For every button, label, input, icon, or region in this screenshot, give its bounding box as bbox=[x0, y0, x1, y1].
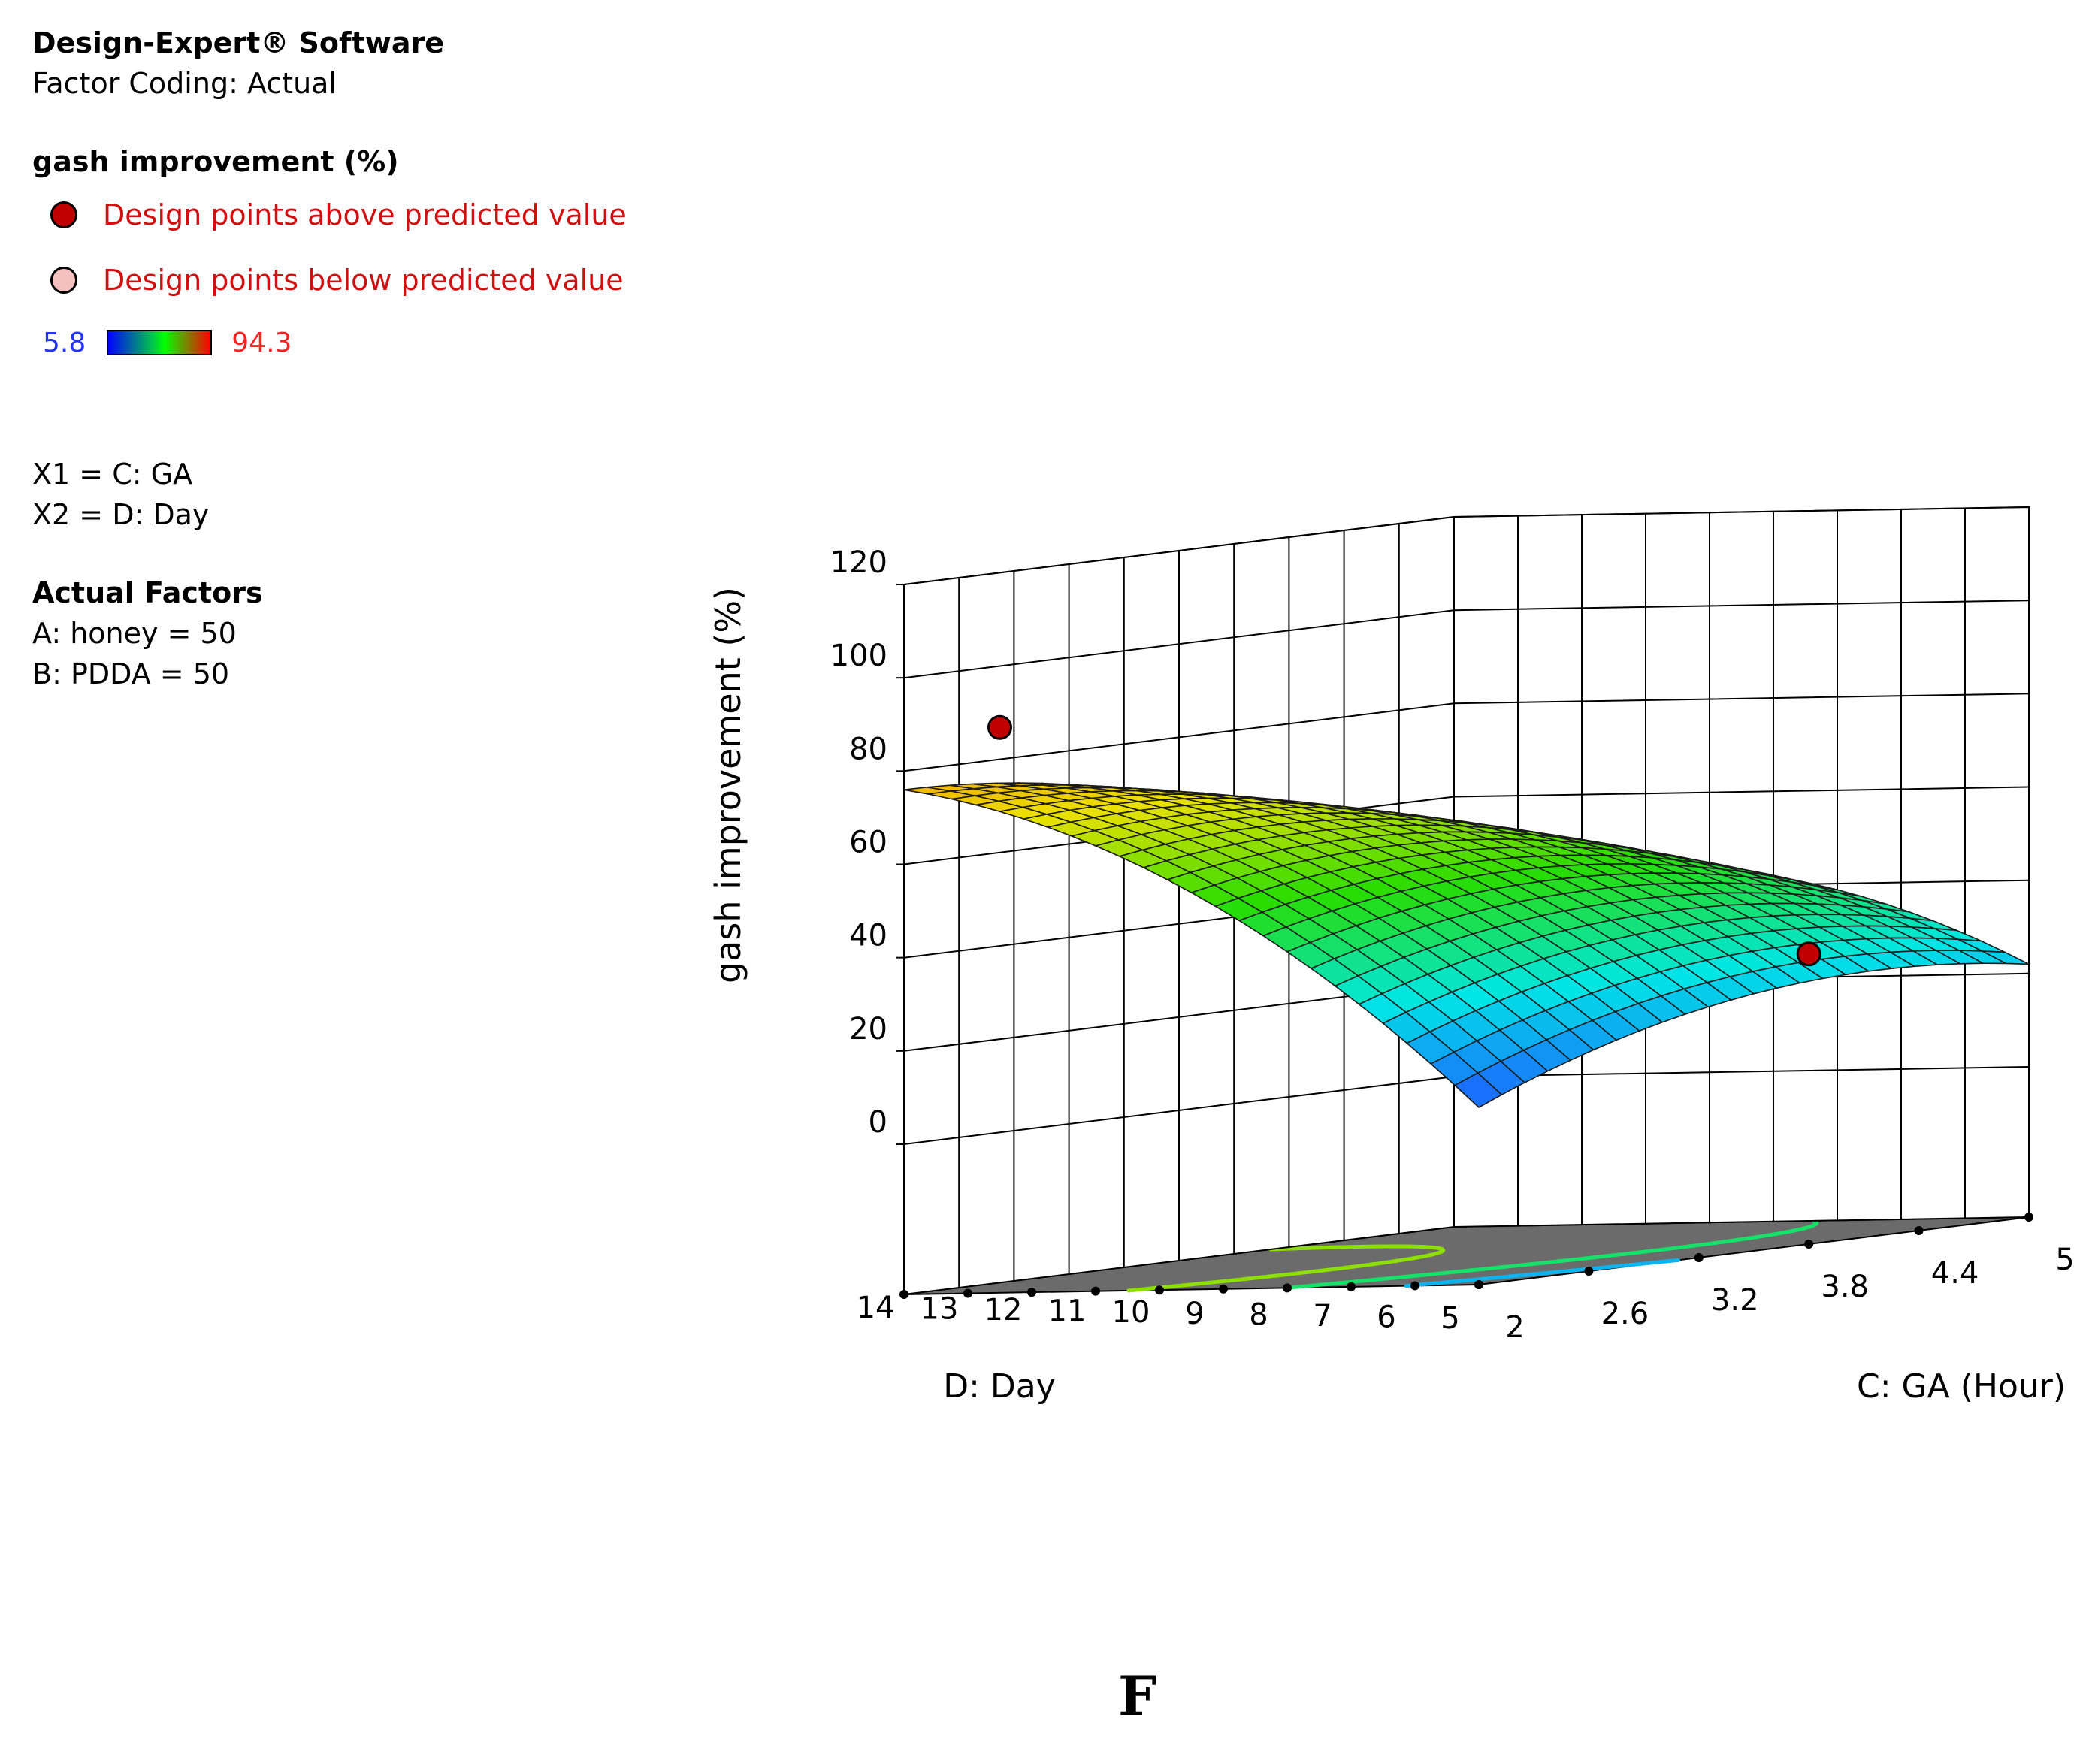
points-below-label: Design points below predicted value bbox=[103, 263, 624, 297]
x-axis-label: C: GA (Hour) bbox=[1857, 1367, 2066, 1406]
factor-coding: Factor Coding: Actual bbox=[32, 67, 337, 100]
y-axis-label: D: Day bbox=[943, 1367, 1056, 1406]
design-point-0 bbox=[987, 714, 1012, 740]
z-tick-0: 0 bbox=[869, 1105, 887, 1140]
legend-panel: Design-Expert® Software Factor Coding: A… bbox=[32, 23, 694, 694]
point-above-icon bbox=[50, 201, 77, 228]
y-tick-3: 8 bbox=[1249, 1297, 1268, 1332]
actual-factors-title: Actual Factors bbox=[32, 576, 263, 609]
contour-line-1 bbox=[1126, 1244, 1446, 1293]
z-axis-label: gash improvement (%) bbox=[708, 587, 748, 983]
panel-label: F bbox=[1118, 1664, 1157, 1728]
x1-definition: X1 = C: GA bbox=[32, 458, 193, 491]
point-below-icon bbox=[50, 266, 77, 294]
z-tick-4: 80 bbox=[849, 732, 887, 766]
factor-a: A: honey = 50 bbox=[32, 617, 237, 650]
y-tick-0: 5 bbox=[1441, 1301, 1459, 1336]
x2-definition: X2 = D: Day bbox=[32, 498, 210, 531]
y-tick-7: 12 bbox=[984, 1293, 1023, 1328]
z-tick-5: 100 bbox=[830, 639, 887, 673]
response-name: gash improvement (%) bbox=[32, 145, 399, 178]
y-tick-2: 7 bbox=[1313, 1299, 1332, 1334]
plot-labels-layer: 0 20 40 60 80 100 120 gash improvement (%) 2 2.6 3… bbox=[708, 545, 2075, 1406]
factor-b: B: PDDA = 50 bbox=[32, 657, 230, 690]
software-name: Design-Expert® Software bbox=[32, 26, 444, 59]
z-tick-1: 20 bbox=[849, 1012, 887, 1047]
x-tick-2: 3.2 bbox=[1711, 1283, 1759, 1318]
x-tick-4: 4.4 bbox=[1931, 1256, 1979, 1291]
points-above-label: Design points above predicted value bbox=[103, 198, 627, 231]
color-scale-bar bbox=[107, 330, 213, 355]
y-tick-9: 14 bbox=[857, 1291, 895, 1325]
color-scale: 5.8 94.3 bbox=[32, 313, 694, 373]
y-tick-6: 11 bbox=[1048, 1294, 1087, 1329]
x-tick-5: 5 bbox=[2055, 1243, 2074, 1277]
color-scale-min: 5.8 bbox=[43, 327, 86, 358]
y-tick-1: 6 bbox=[1377, 1300, 1395, 1334]
contour-line-2 bbox=[1284, 1219, 1819, 1290]
y-tick-5: 10 bbox=[1112, 1295, 1150, 1330]
x-tick-labels: 2 2.6 3.2 3.8 4.4 5 bbox=[1474, 1213, 2075, 1345]
y-tick-8: 13 bbox=[921, 1292, 959, 1327]
design-point-1 bbox=[1796, 941, 1821, 967]
x-tick-0: 2 bbox=[1505, 1310, 1524, 1345]
y-tick-labels: 5 6 7 8 9 10 11 12 13 14 bbox=[857, 1280, 1483, 1336]
legend-above-row: Design points above predicted value bbox=[32, 182, 694, 247]
color-scale-max: 94.3 bbox=[231, 327, 292, 358]
plot-surface-layer bbox=[903, 782, 2030, 1108]
z-tick-labels: 0 20 40 60 80 100 120 bbox=[830, 545, 904, 1145]
z-tick-2: 40 bbox=[849, 919, 887, 953]
z-tick-3: 60 bbox=[849, 826, 887, 860]
z-tick-6: 120 bbox=[830, 545, 887, 580]
contour-line-3 bbox=[1404, 1258, 1681, 1288]
x-tick-3: 3.8 bbox=[1821, 1270, 1869, 1304]
legend-below-row: Design points below predicted value bbox=[32, 247, 694, 313]
plot-points-layer bbox=[987, 714, 1821, 967]
x-tick-1: 2.6 bbox=[1601, 1297, 1649, 1331]
y-tick-4: 9 bbox=[1185, 1297, 1204, 1331]
